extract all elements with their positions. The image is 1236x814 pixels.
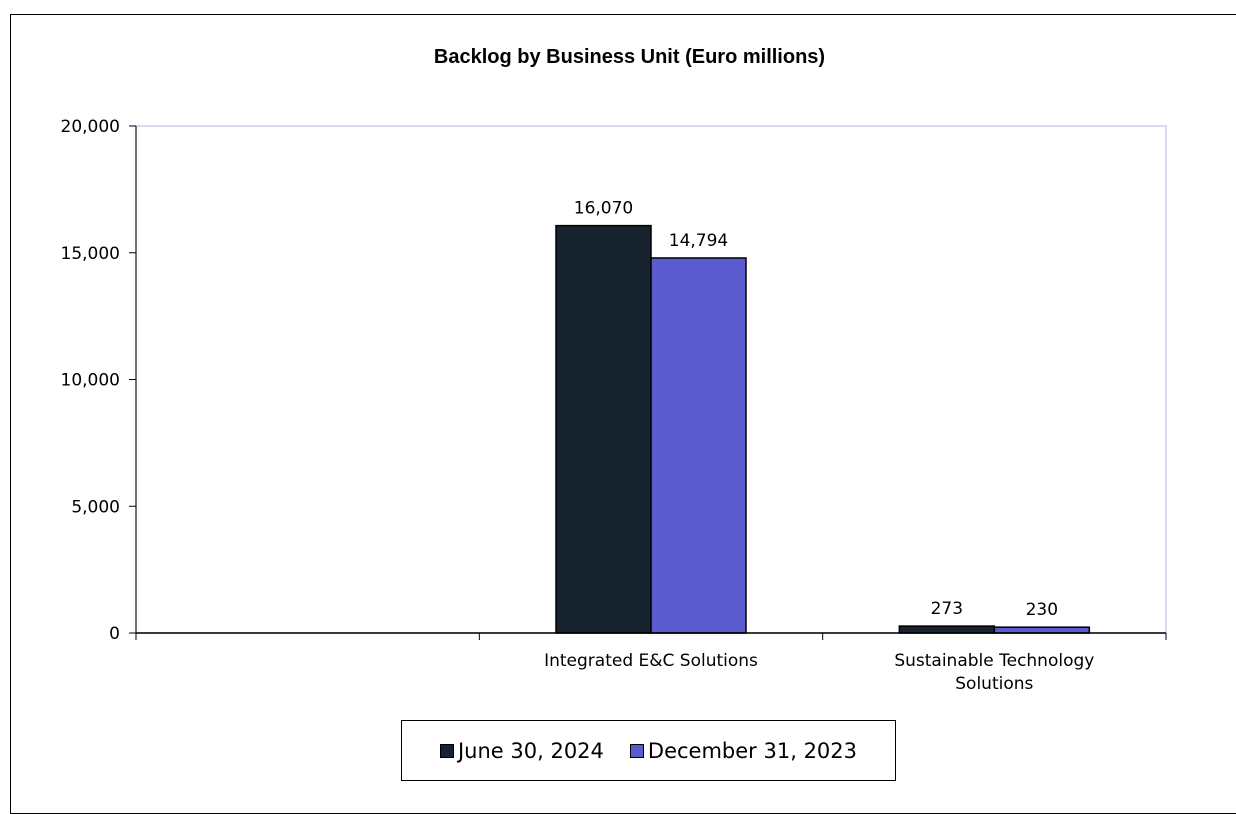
- data-label: 16,070: [574, 199, 633, 219]
- y-tick-label: 10,000: [61, 371, 120, 391]
- legend-swatch-december-31-2023: [630, 744, 644, 758]
- legend-label-june-30-2024: June 30, 2024: [458, 739, 604, 763]
- bar: [899, 626, 994, 633]
- legend-swatch-june-30-2024: [440, 744, 454, 758]
- x-category-label: Sustainable Technology: [894, 651, 1094, 671]
- chart-legend: June 30, 2024 December 31, 2023: [401, 720, 896, 781]
- y-tick-label: 15,000: [61, 244, 120, 264]
- legend-item-december-31-2023: December 31, 2023: [630, 739, 857, 763]
- y-tick-label: 5,000: [71, 497, 120, 517]
- y-tick-label: 20,000: [61, 117, 120, 137]
- data-label: 273: [931, 599, 963, 619]
- bar-chart: 0 5,000 10,000 15,000 20,000 16,070 14,794 273 2…: [0, 0, 1236, 792]
- legend-item-june-30-2024: June 30, 2024: [440, 739, 604, 763]
- data-label: 230: [1026, 600, 1058, 620]
- data-label: 14,794: [669, 231, 728, 251]
- x-category-label: Solutions: [955, 674, 1033, 694]
- bar: [651, 258, 746, 633]
- bar: [994, 627, 1089, 633]
- x-category-label: Integrated E&C Solutions: [544, 651, 758, 671]
- y-tick-label: 0: [109, 624, 120, 644]
- legend-label-december-31-2023: December 31, 2023: [648, 739, 857, 763]
- bar: [556, 226, 651, 633]
